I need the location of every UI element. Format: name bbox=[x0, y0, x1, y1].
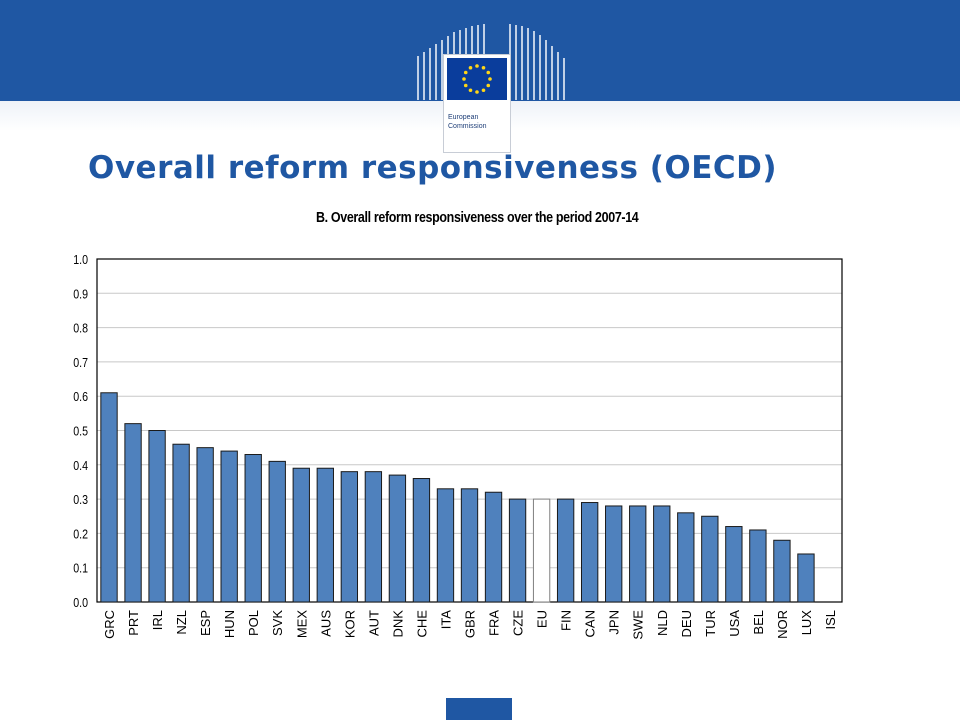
x-tick-label: BEL bbox=[751, 610, 766, 635]
y-tick-label: 1.0 bbox=[73, 252, 88, 267]
footer-tab bbox=[446, 698, 512, 720]
bar-swe bbox=[629, 505, 647, 603]
x-tick-label: KOR bbox=[342, 610, 357, 638]
logo-line-1: European bbox=[448, 114, 479, 121]
x-tick-label: DNK bbox=[390, 610, 405, 638]
x-tick-label: SVK bbox=[270, 610, 285, 636]
x-tick-label: POL bbox=[246, 610, 261, 636]
flag-star bbox=[481, 88, 486, 93]
x-tick-label: HUN bbox=[222, 610, 237, 638]
x-tick-label: USA bbox=[727, 610, 742, 637]
logo-line-2: Commission bbox=[448, 123, 487, 130]
flag-star bbox=[463, 83, 468, 88]
x-tick-label: NLD bbox=[655, 610, 670, 636]
bar-eu bbox=[532, 498, 551, 603]
bar-svk bbox=[268, 460, 286, 603]
x-tick-label: EU bbox=[535, 610, 550, 628]
flag-star bbox=[468, 65, 473, 70]
bar-nor bbox=[773, 539, 791, 603]
bar-nld bbox=[653, 505, 671, 603]
x-tick-label: AUT bbox=[366, 610, 381, 636]
x-tick-label: IRL bbox=[150, 610, 165, 630]
x-tick-label: NOR bbox=[775, 610, 790, 639]
bar-aus bbox=[316, 467, 334, 603]
bar-irl bbox=[148, 430, 166, 603]
bar-pol bbox=[244, 454, 262, 603]
logo-emblem: European Commission bbox=[444, 55, 510, 152]
flag-star bbox=[462, 77, 466, 81]
bar-tur bbox=[701, 515, 719, 603]
flag-star bbox=[486, 70, 491, 75]
bar-deu bbox=[677, 512, 695, 603]
flag-star bbox=[475, 90, 479, 94]
bar-esp bbox=[196, 447, 214, 603]
x-tick-label: CHE bbox=[414, 610, 429, 638]
x-tick-label: TUR bbox=[703, 610, 718, 637]
bar-fra bbox=[484, 491, 503, 603]
bar-aut bbox=[364, 471, 383, 603]
y-tick-label: 0.6 bbox=[73, 389, 88, 404]
bar-lux bbox=[797, 553, 815, 603]
x-tick-label: FRA bbox=[487, 610, 502, 636]
bar-kor bbox=[340, 471, 359, 603]
y-tick-label: 0.8 bbox=[73, 321, 88, 336]
flag-star bbox=[488, 77, 492, 81]
bar-hun bbox=[220, 450, 238, 603]
bar-ita bbox=[436, 488, 455, 603]
x-tick-label: PRT bbox=[126, 610, 141, 636]
bar-mex bbox=[292, 467, 310, 603]
x-tick-label: CAN bbox=[583, 610, 598, 637]
bar-nzl bbox=[172, 443, 190, 603]
y-tick-label: 0.3 bbox=[73, 492, 88, 507]
eu-flag-icon bbox=[447, 58, 507, 100]
bar-can bbox=[580, 502, 599, 603]
logo-text: European Commission bbox=[448, 113, 510, 131]
x-tick-label: ESP bbox=[198, 610, 213, 636]
chart-title: B. Overall reform responsiveness over th… bbox=[315, 210, 639, 226]
y-tick-label: 0.9 bbox=[73, 286, 88, 301]
x-tick-label: FIN bbox=[559, 610, 574, 631]
x-tick-label: LUX bbox=[799, 610, 814, 636]
bar-cze bbox=[508, 498, 527, 603]
x-tick-label: ISL bbox=[823, 610, 838, 630]
flag-star bbox=[463, 70, 468, 75]
x-tick-label: ITA bbox=[438, 610, 453, 630]
bar-usa bbox=[725, 526, 743, 603]
y-tick-label: 0.0 bbox=[73, 595, 88, 610]
y-tick-label: 0.7 bbox=[73, 355, 88, 370]
x-tick-label: CZE bbox=[511, 610, 526, 636]
bar-bel bbox=[749, 529, 767, 603]
y-tick-label: 0.4 bbox=[73, 458, 88, 473]
bar-prt bbox=[124, 423, 142, 603]
x-tick-label: SWE bbox=[631, 610, 646, 640]
flag-star bbox=[486, 83, 491, 88]
x-tick-label: GRC bbox=[102, 610, 117, 639]
flag-star bbox=[481, 65, 486, 70]
y-tick-label: 0.5 bbox=[73, 423, 88, 438]
bar-grc bbox=[100, 392, 118, 603]
x-tick-label: GBR bbox=[463, 610, 478, 638]
bar-chart: 0.0 0.1 0.2 0.3 0.4 0.5 0.6 0.7 0.8 0.9 1.0 GRC PRT I… bbox=[73, 252, 843, 640]
y-tick-label: 0.1 bbox=[73, 561, 88, 576]
bar-dnk bbox=[388, 474, 407, 603]
slide-title: Overall reform responsiveness (OECD) bbox=[88, 150, 778, 186]
x-tick-label: DEU bbox=[679, 610, 694, 637]
x-tick-label: AUS bbox=[318, 610, 333, 637]
bar-gbr bbox=[460, 488, 479, 603]
flag-star bbox=[468, 88, 473, 93]
bar-che bbox=[412, 478, 431, 603]
x-tick-label: MEX bbox=[294, 610, 309, 639]
y-tick-label: 0.2 bbox=[73, 526, 88, 541]
european-commission-logo: European Commission bbox=[414, 22, 574, 152]
bar-fin bbox=[556, 498, 575, 603]
x-tick-label: JPN bbox=[607, 610, 622, 635]
x-tick-label: NZL bbox=[174, 610, 189, 635]
flag-star bbox=[475, 64, 479, 68]
bar-jpn bbox=[605, 505, 623, 603]
